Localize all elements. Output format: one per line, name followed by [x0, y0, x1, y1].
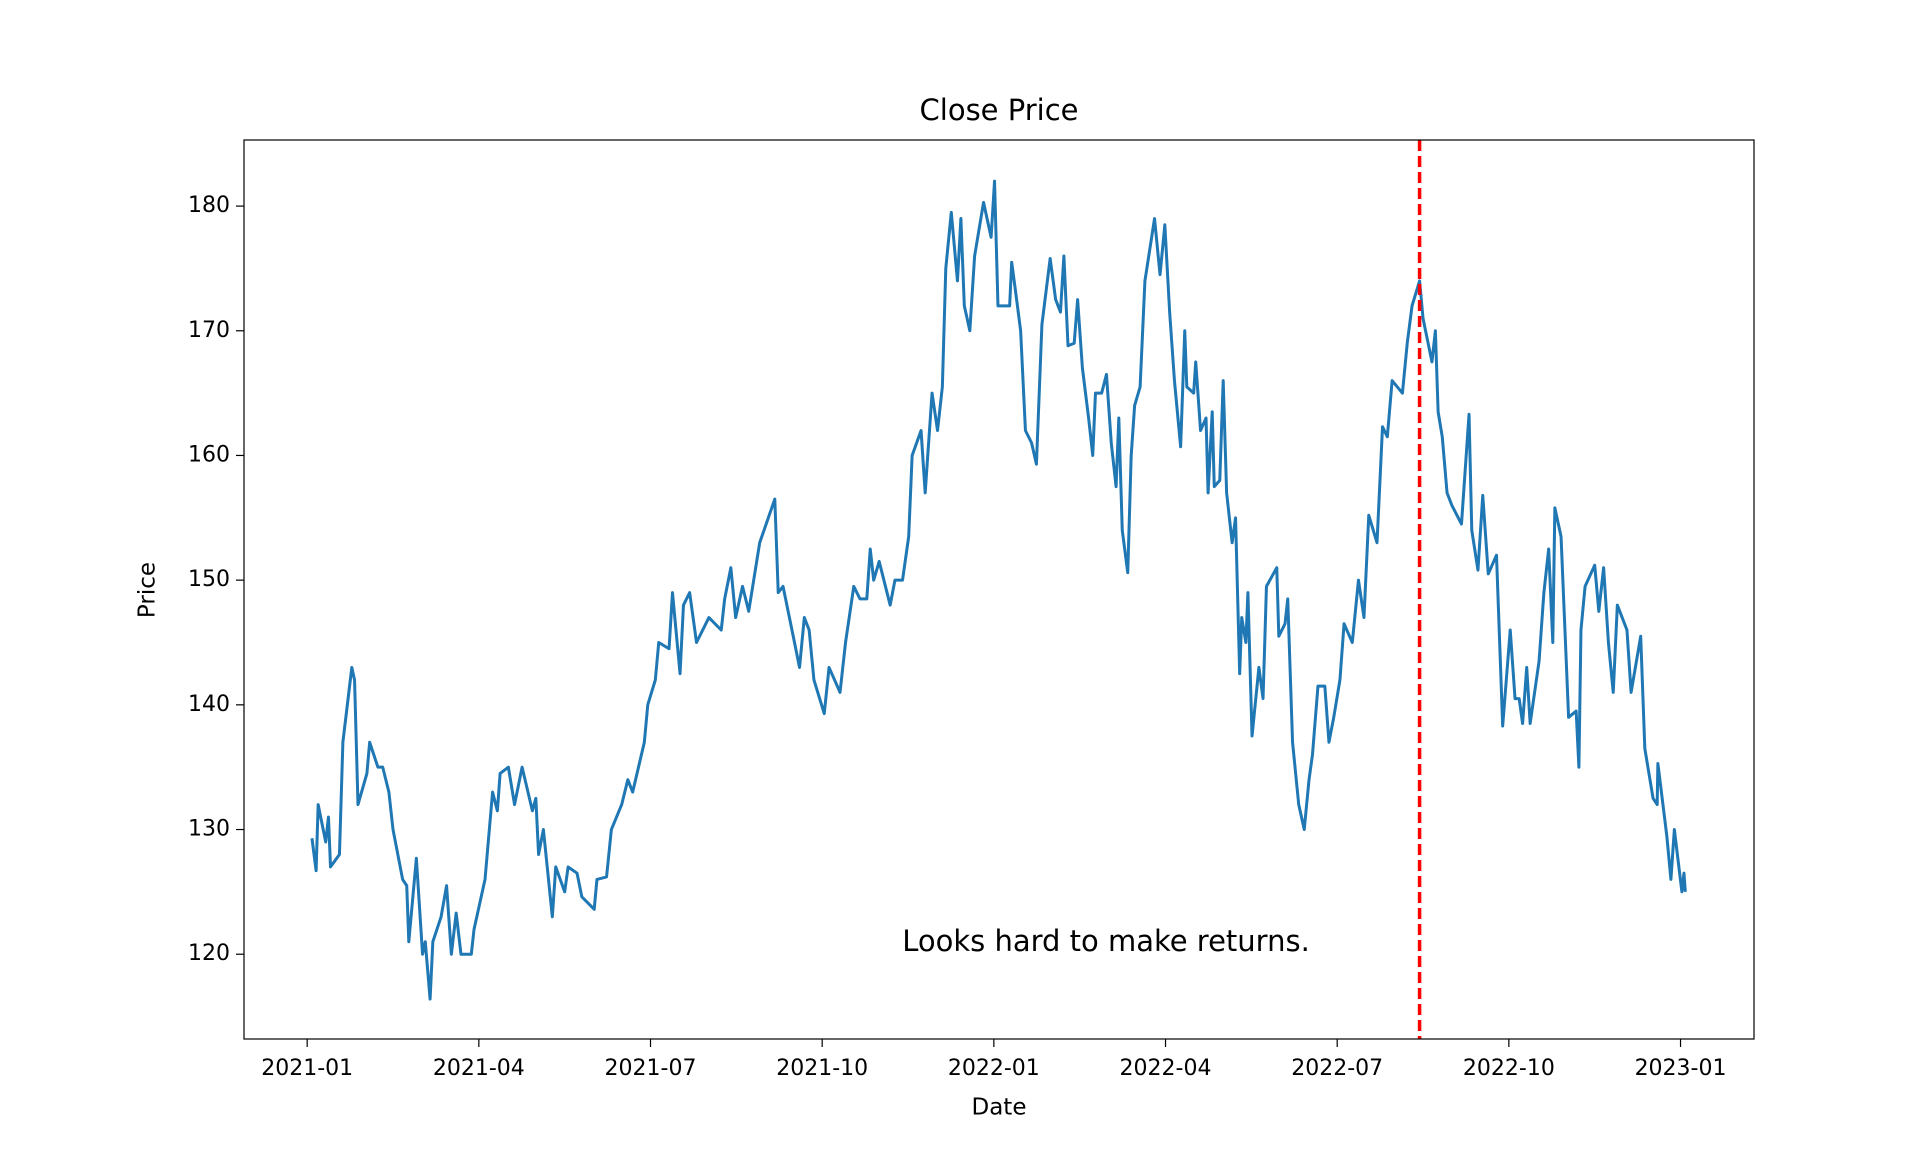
y-tick-label: 180	[188, 193, 230, 218]
y-tick-label: 140	[188, 692, 230, 717]
x-tick-label: 2021-10	[776, 1056, 868, 1081]
x-axis-label: Date	[972, 1095, 1027, 1121]
y-tick-label: 120	[188, 941, 230, 966]
y-tick-label: 170	[188, 318, 230, 343]
plot-frame	[243, 139, 1755, 1040]
y-tick-label: 130	[188, 817, 230, 842]
x-tick-label: 2021-07	[605, 1056, 697, 1081]
x-tick-label: 2021-01	[261, 1056, 353, 1081]
chart-title: Close Price	[920, 93, 1079, 127]
x-tick-label: 2022-01	[948, 1056, 1040, 1081]
x-tick-label: 2022-10	[1463, 1056, 1555, 1081]
x-tick-label: 2021-04	[433, 1056, 525, 1081]
x-tick-label: 2022-04	[1120, 1056, 1212, 1081]
annotation: Looks hard to make returns.	[902, 924, 1310, 958]
x-tick-label: 2023-01	[1635, 1056, 1727, 1081]
price-line	[310, 179, 1687, 1001]
y-tick-label: 160	[188, 442, 230, 467]
y-tick-label: 150	[188, 567, 230, 592]
y-axis-label: Price	[135, 562, 161, 618]
x-tick-label: 2022-07	[1291, 1056, 1383, 1081]
